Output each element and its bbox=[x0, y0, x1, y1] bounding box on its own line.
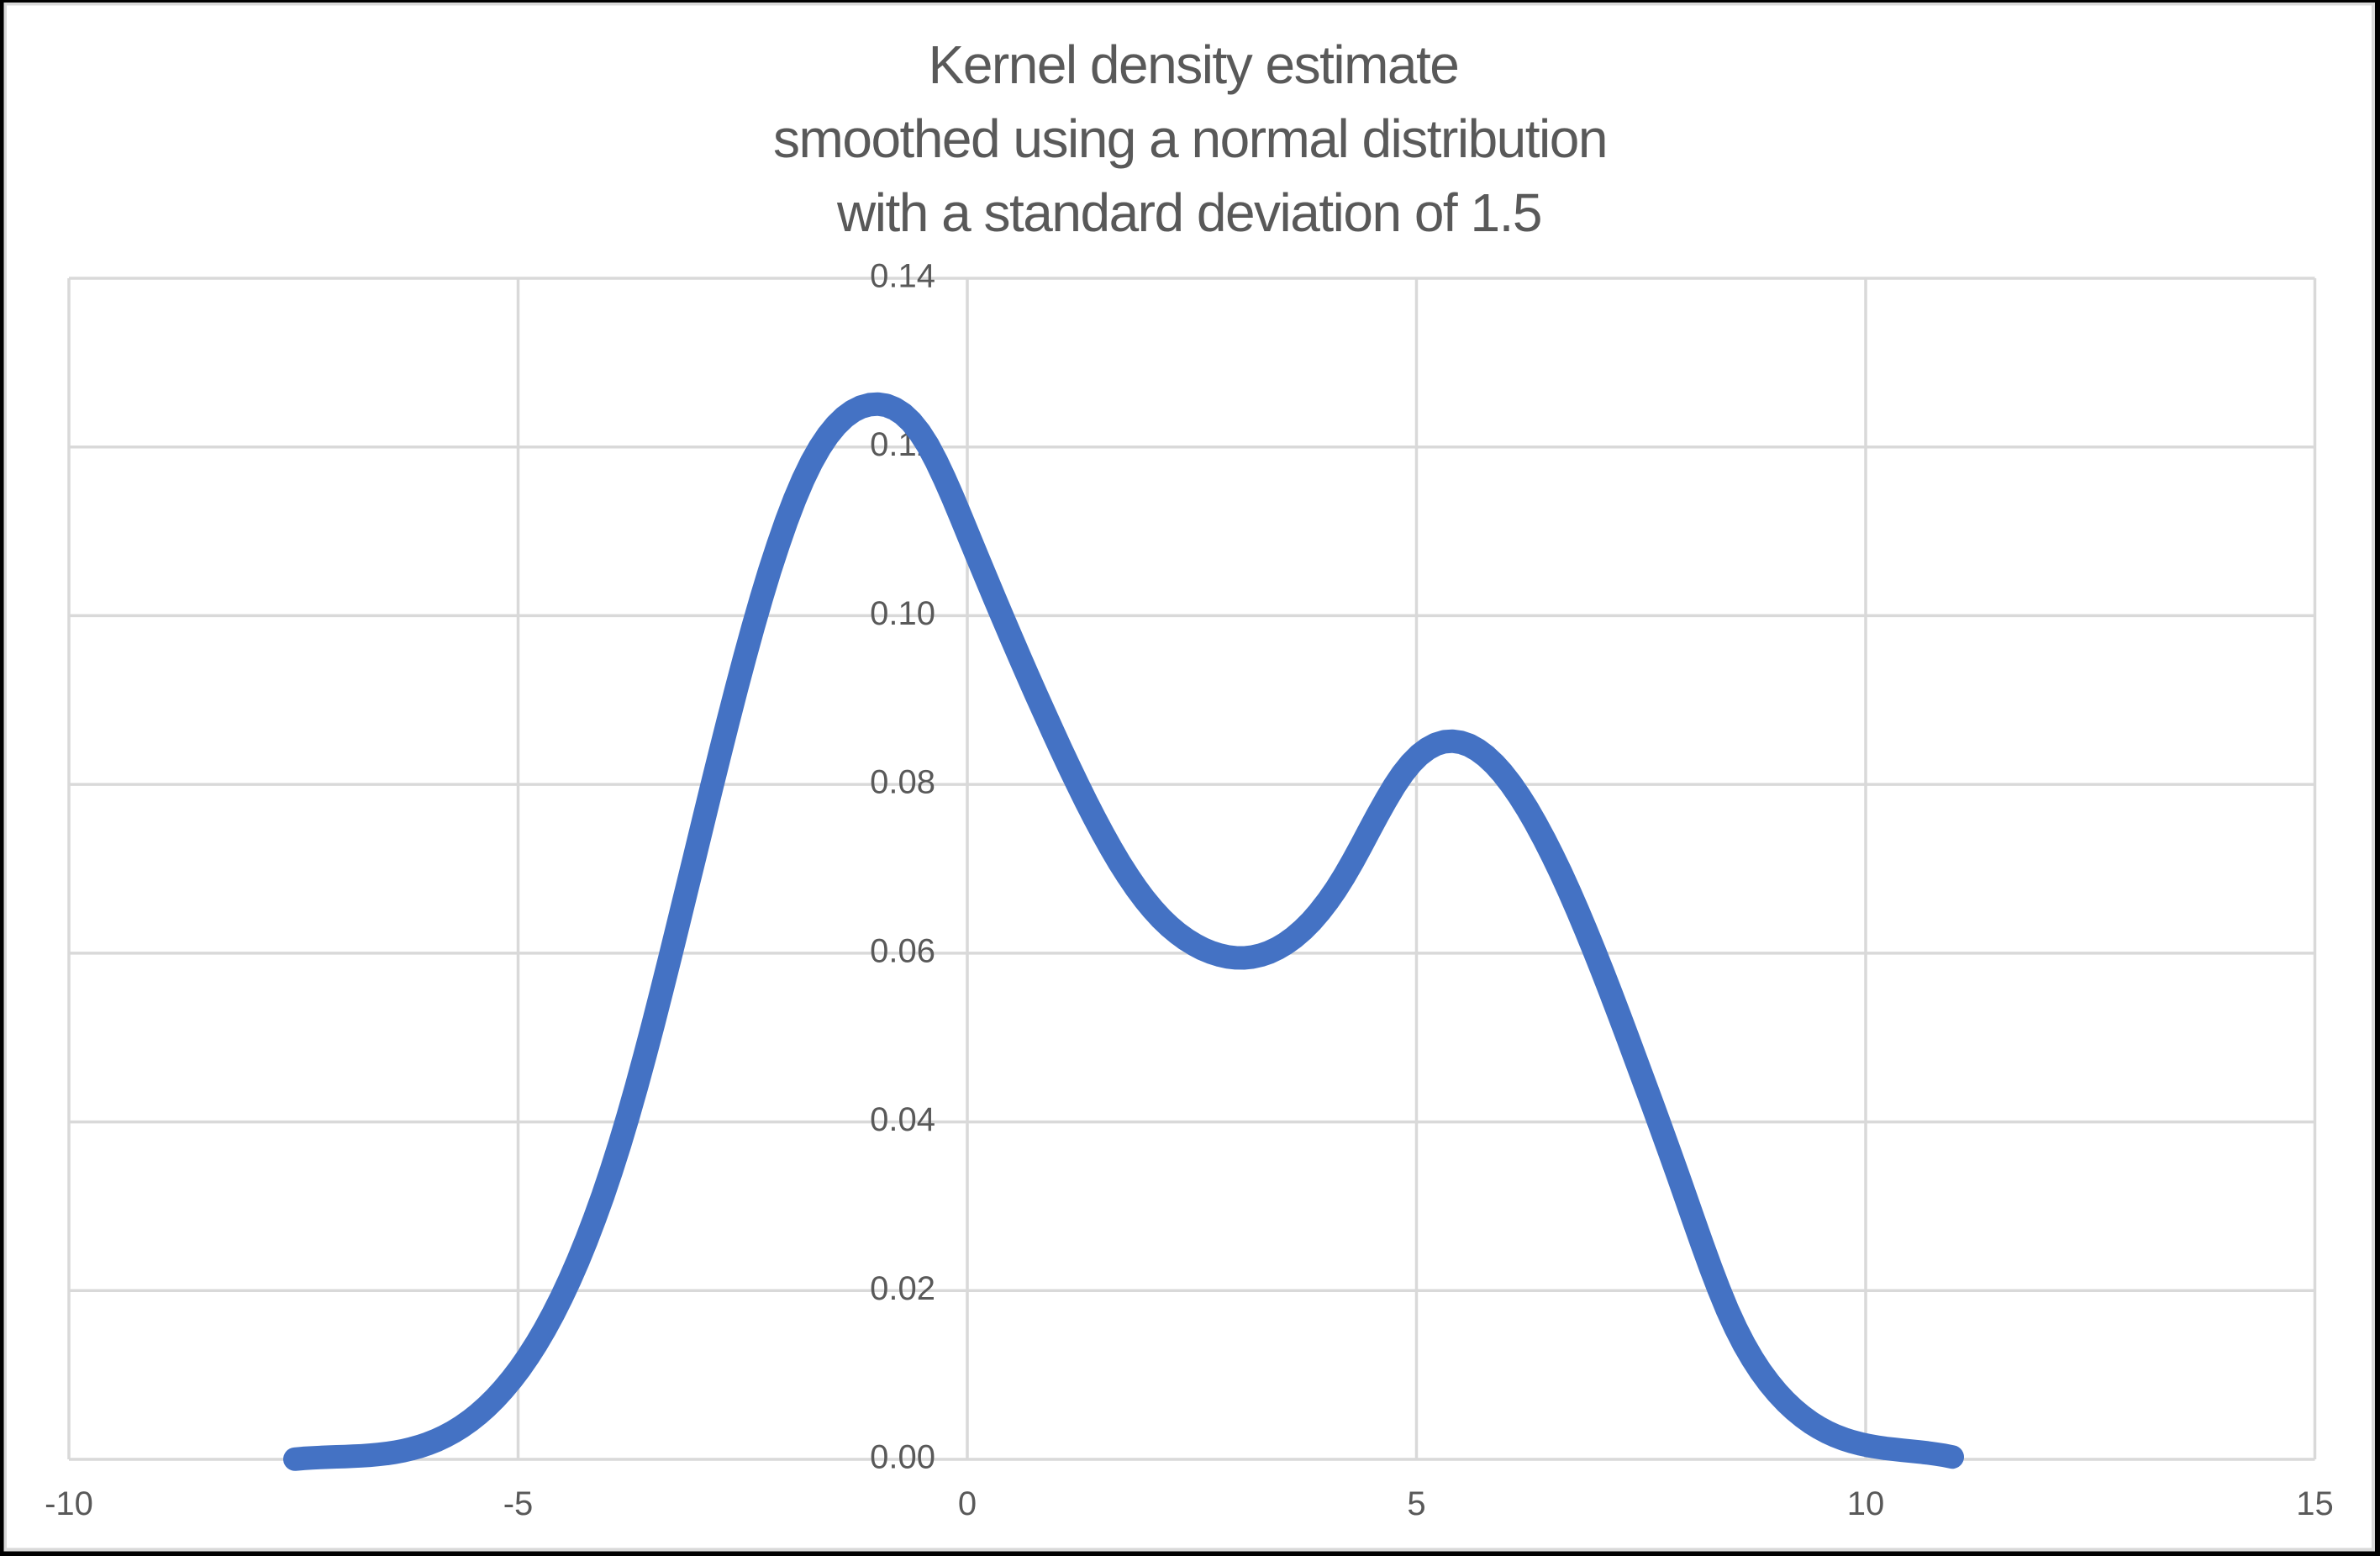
svg-text:0.02: 0.02 bbox=[870, 1270, 935, 1307]
svg-text:0.08: 0.08 bbox=[870, 764, 935, 801]
svg-text:Kernel density estimate: Kernel density estimate bbox=[929, 34, 1459, 95]
svg-text:15: 15 bbox=[2296, 1485, 2334, 1522]
svg-text:0.00: 0.00 bbox=[870, 1439, 935, 1476]
svg-text:10: 10 bbox=[1847, 1485, 1885, 1522]
svg-text:0.14: 0.14 bbox=[870, 258, 935, 295]
svg-text:-5: -5 bbox=[503, 1485, 534, 1522]
svg-text:0: 0 bbox=[958, 1485, 977, 1522]
svg-text:smoothed using a normal distri: smoothed using a normal distribution bbox=[773, 108, 1607, 169]
svg-text:5: 5 bbox=[1407, 1485, 1425, 1522]
svg-text:with a standard deviation of 1: with a standard deviation of 1.5 bbox=[836, 182, 1541, 243]
svg-text:0.04: 0.04 bbox=[870, 1101, 935, 1138]
svg-text:-10: -10 bbox=[45, 1485, 93, 1522]
svg-text:0.06: 0.06 bbox=[870, 932, 935, 969]
svg-text:0.10: 0.10 bbox=[870, 595, 935, 632]
